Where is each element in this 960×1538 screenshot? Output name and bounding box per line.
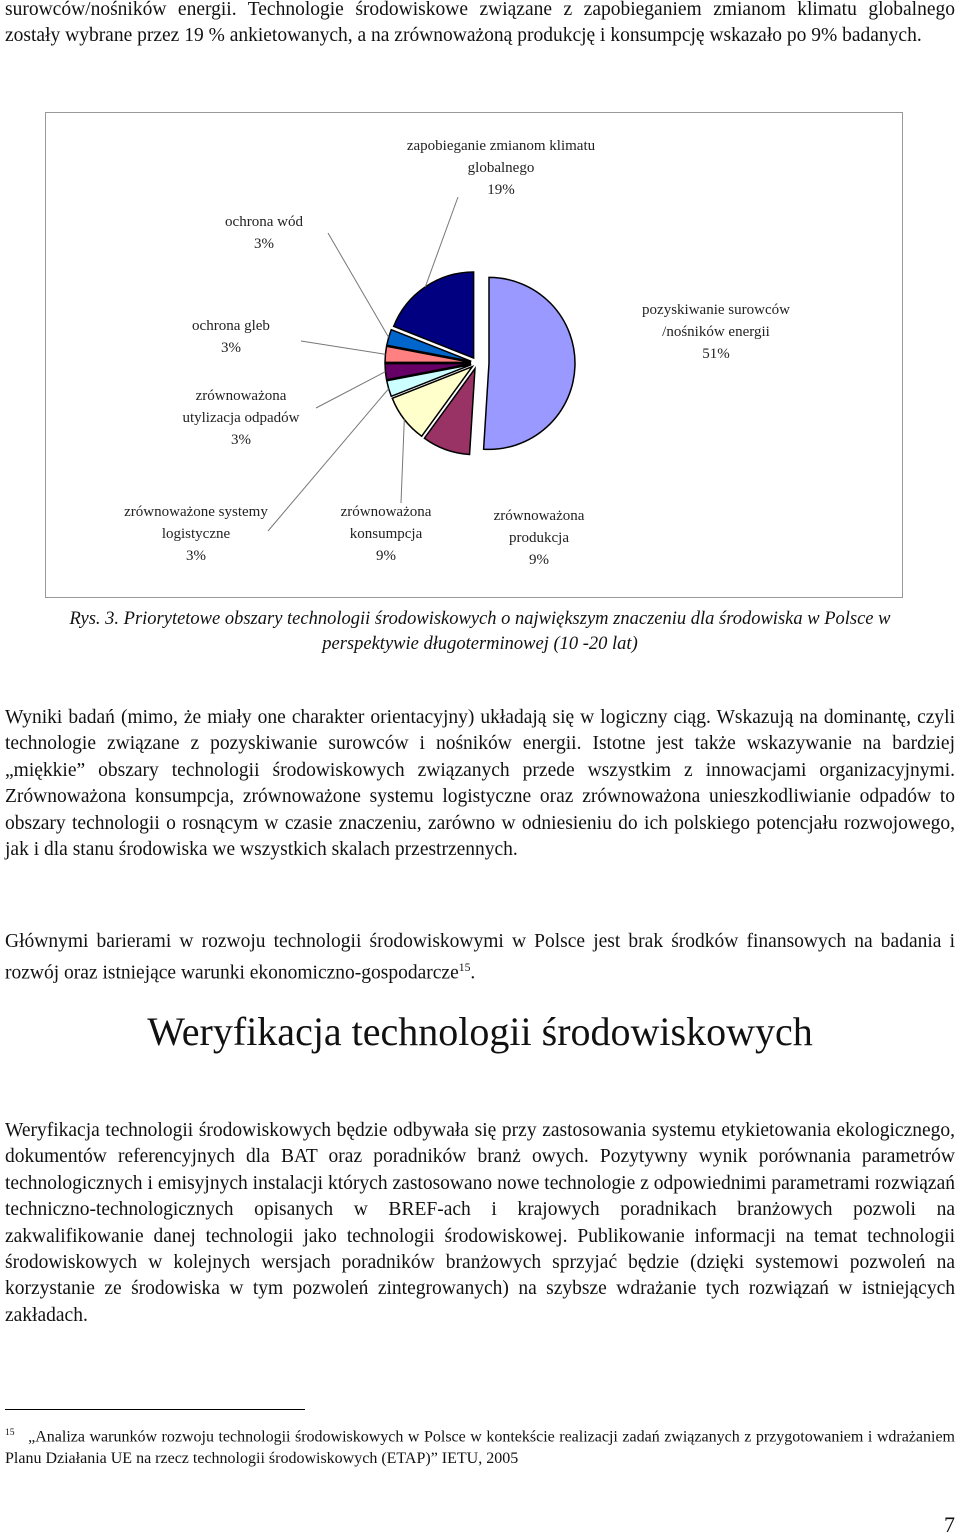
- slice-value: 9%: [376, 548, 396, 564]
- figure-caption: Rys. 3. Priorytetowe obszary technologii…: [69, 609, 891, 654]
- paragraph: surowców/nośników energii. Technologie ś…: [5, 0, 955, 47]
- slice-value: 19%: [487, 182, 515, 198]
- slice-value: 3%: [186, 548, 206, 564]
- slice-label: ochrona wód 3%: [204, 211, 324, 255]
- pie-slice: [482, 276, 576, 451]
- slice-name: ochrona wód: [225, 214, 303, 230]
- slice-value: 9%: [529, 552, 549, 568]
- footnote-ref: 15: [458, 961, 471, 975]
- slice-name: zrównoważona produkcja: [493, 508, 585, 546]
- slice-name: zapobieganie zmianom klimatu globalnego: [406, 138, 596, 176]
- slice-name: ochrona gleb: [192, 318, 270, 334]
- paragraph: Wyniki badań (mimo, że miały one charakt…: [5, 707, 955, 861]
- pie-chart: pozyskiwanie surowców /nośników energii 5…: [45, 112, 903, 598]
- slice-name: zrównoważona utylizacja odpadów: [182, 388, 300, 426]
- paragraph: Głównymi barierami w rozwoju technologii…: [5, 929, 955, 987]
- leader-line: [315, 371, 386, 409]
- slice-value: 51%: [702, 346, 730, 362]
- slice-label: ochrona gleb 3%: [171, 315, 291, 359]
- pie-slice: [384, 345, 472, 364]
- paragraph-end: .: [470, 962, 476, 984]
- pie-slice: [423, 366, 476, 456]
- section-heading: Weryfikacja technologii środowiskowych: [147, 1009, 813, 1054]
- slice-label: pozyskiwanie surowców /nośników energii 5…: [636, 299, 796, 365]
- page-number: 7: [944, 1512, 955, 1537]
- slice-value: 3%: [231, 432, 251, 448]
- footnote: 15 „Analiza warunków rozwoju technologii…: [5, 1422, 955, 1470]
- slice-label: zrównoważona produkcja 9%: [464, 505, 614, 571]
- pie-svg: [267, 196, 576, 532]
- slice-label: zapobieganie zmianom klimatu globalnego 1…: [401, 135, 601, 201]
- pie-slice: [392, 271, 475, 360]
- pie-slice: [391, 365, 475, 438]
- footnote-rule: [5, 1409, 305, 1410]
- slice-label: zrównoważona utylizacja odpadów 3%: [166, 385, 316, 451]
- slice-name: zrównoważone systemy logistyczne: [124, 504, 268, 542]
- footnote-number: 15: [5, 1427, 15, 1438]
- leader-line: [424, 196, 459, 288]
- slice-value: 3%: [221, 340, 241, 356]
- paragraph: Weryfikacja technologii środowiskowych b…: [5, 1120, 955, 1326]
- footnote-text: „Analiza warunków rozwoju technologii śr…: [5, 1428, 955, 1468]
- slice-name: zrównoważona konsumpcja: [340, 504, 432, 542]
- paragraph-text: Głównymi barierami w rozwoju technologii…: [5, 931, 955, 984]
- slice-label: zrównoważona konsumpcja 9%: [316, 501, 456, 567]
- leader-line: [327, 232, 390, 338]
- pie-slice: [384, 362, 472, 381]
- leader-line: [300, 340, 386, 355]
- leader-line: [267, 388, 390, 532]
- leader-line: [400, 419, 405, 504]
- slice-value: 3%: [254, 236, 274, 252]
- slice-name: pozyskiwanie surowców /nośników energii: [642, 302, 790, 340]
- slice-label: zrównoważone systemy logistyczne 3%: [116, 501, 276, 567]
